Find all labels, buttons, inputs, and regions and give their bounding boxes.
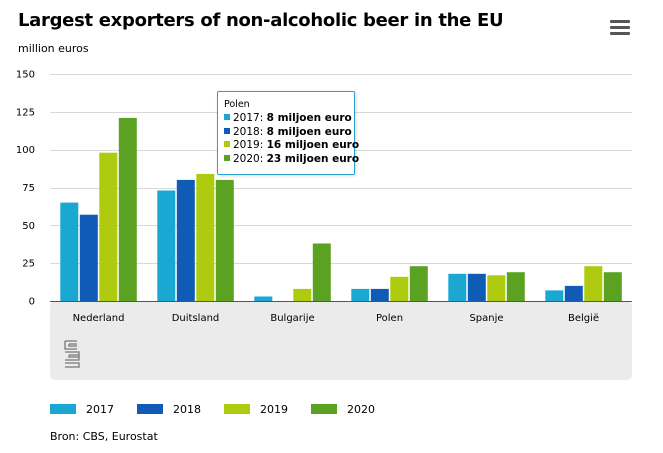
- menu-line: [610, 26, 630, 29]
- bar-2017-bulgarije[interactable]: [254, 296, 273, 302]
- tooltip-row-label: 2019:: [233, 139, 267, 151]
- x-tick-label: Nederland: [73, 313, 125, 324]
- chart-title: Largest exporters of non-alcoholic beer …: [18, 10, 504, 31]
- menu-line: [610, 32, 630, 35]
- bar-2018-spanje[interactable]: [467, 273, 486, 301]
- bar-2019-belgië[interactable]: [584, 266, 603, 301]
- bars: [60, 117, 622, 302]
- bar-2020-bulgarije[interactable]: [312, 243, 331, 302]
- legend-label: 2017: [86, 403, 114, 416]
- bar-2017-polen[interactable]: [351, 288, 370, 301]
- y-tick-label: 0: [29, 297, 35, 308]
- tooltip-row-value: 8 miljoen euro: [266, 125, 352, 138]
- bar-2020-duitsland[interactable]: [215, 179, 234, 301]
- tooltip-row-label: 2020:: [233, 152, 267, 165]
- tooltip: Polen 2017: 8 miljoen euro 2018: 8 miljo…: [217, 91, 359, 175]
- bar-2017-belgië[interactable]: [545, 290, 564, 301]
- bar-2018-polen[interactable]: [370, 288, 389, 301]
- legend-item-2017[interactable]: 2017: [50, 403, 114, 416]
- x-tick-label: België: [568, 313, 599, 324]
- tooltip-row-2020: 2020: 23 miljoen euro: [224, 152, 359, 167]
- bar-2018-nederland[interactable]: [79, 214, 98, 301]
- y-axis-unit-label: million euros: [18, 42, 89, 55]
- y-tick-label: 75: [22, 183, 35, 194]
- legend-swatch: [224, 404, 250, 414]
- bar-2019-spanje[interactable]: [487, 275, 506, 301]
- legend-item-2018[interactable]: 2018: [137, 403, 201, 416]
- tooltip-row-value: 8 miljoen euro: [266, 112, 352, 124]
- x-tick-label: Polen: [376, 313, 403, 324]
- bar-2020-polen[interactable]: [409, 266, 428, 301]
- bar-2020-nederland[interactable]: [118, 117, 137, 302]
- menu-line: [610, 20, 630, 23]
- x-axis-labels: Nederland Duitsland Bulgarije Polen Spanje Be…: [73, 313, 599, 324]
- legend-swatch: [311, 404, 337, 414]
- tooltip-header: Polen: [224, 99, 250, 110]
- legend-label: 2018: [173, 403, 201, 416]
- legend-item-2019[interactable]: 2019: [224, 403, 288, 416]
- series-color-marker: [224, 127, 230, 134]
- legend-label: 2019: [260, 403, 288, 416]
- bar-2019-duitsland[interactable]: [196, 173, 215, 301]
- bar-2020-belgië[interactable]: [603, 272, 622, 301]
- x-tick-label: Spanje: [469, 313, 503, 324]
- bar-2018-duitsland[interactable]: [176, 179, 195, 301]
- legend-swatch: [137, 404, 163, 414]
- bar-2019-nederland[interactable]: [99, 152, 118, 301]
- series-color-marker: [224, 141, 230, 147]
- tooltip-row-value: 16 miljoen euro: [266, 139, 360, 151]
- legend-item-2020[interactable]: 2020: [311, 403, 375, 416]
- source-note: Bron: CBS, Eurostat: [50, 430, 158, 443]
- hamburger-menu-icon[interactable]: [610, 20, 630, 36]
- bar-2019-polen[interactable]: [390, 276, 409, 301]
- tooltip-row-2018: 2018: 8 miljoen euro: [224, 125, 352, 140]
- bar-2018-belgië[interactable]: [564, 285, 583, 301]
- category-panel: [50, 301, 632, 380]
- y-tick-label: 100: [16, 145, 35, 156]
- y-tick-label: 150: [16, 70, 35, 81]
- bar-2017-duitsland[interactable]: [157, 190, 176, 302]
- x-tick-label: Bulgarije: [270, 313, 314, 324]
- legend-swatch: [50, 404, 76, 414]
- x-tick-label: Duitsland: [172, 313, 220, 324]
- bar-2019-bulgarije[interactable]: [293, 288, 312, 301]
- y-tick-label: 50: [22, 221, 35, 232]
- bar-2017-spanje[interactable]: [448, 273, 467, 301]
- cbs-logo-icon: [63, 339, 83, 373]
- tooltip-row-2019: 2019: 16 miljoen euro: [224, 139, 359, 153]
- tooltip-row-label: 2017:: [233, 112, 267, 124]
- y-axis-ticks: 0 25 50 75 100 125 150: [16, 70, 35, 308]
- bar-2020-spanje[interactable]: [506, 272, 525, 301]
- series-color-marker: [224, 114, 230, 120]
- series-color-marker: [224, 154, 230, 161]
- legend-label: 2020: [347, 403, 375, 416]
- tooltip-row-2017: 2017: 8 miljoen euro: [224, 112, 352, 126]
- bar-2017-nederland[interactable]: [60, 202, 79, 301]
- y-tick-label: 25: [22, 259, 35, 270]
- tooltip-row-value: 23 miljoen euro: [266, 152, 360, 165]
- tooltip-row-label: 2018:: [233, 125, 267, 138]
- y-tick-label: 125: [16, 107, 35, 118]
